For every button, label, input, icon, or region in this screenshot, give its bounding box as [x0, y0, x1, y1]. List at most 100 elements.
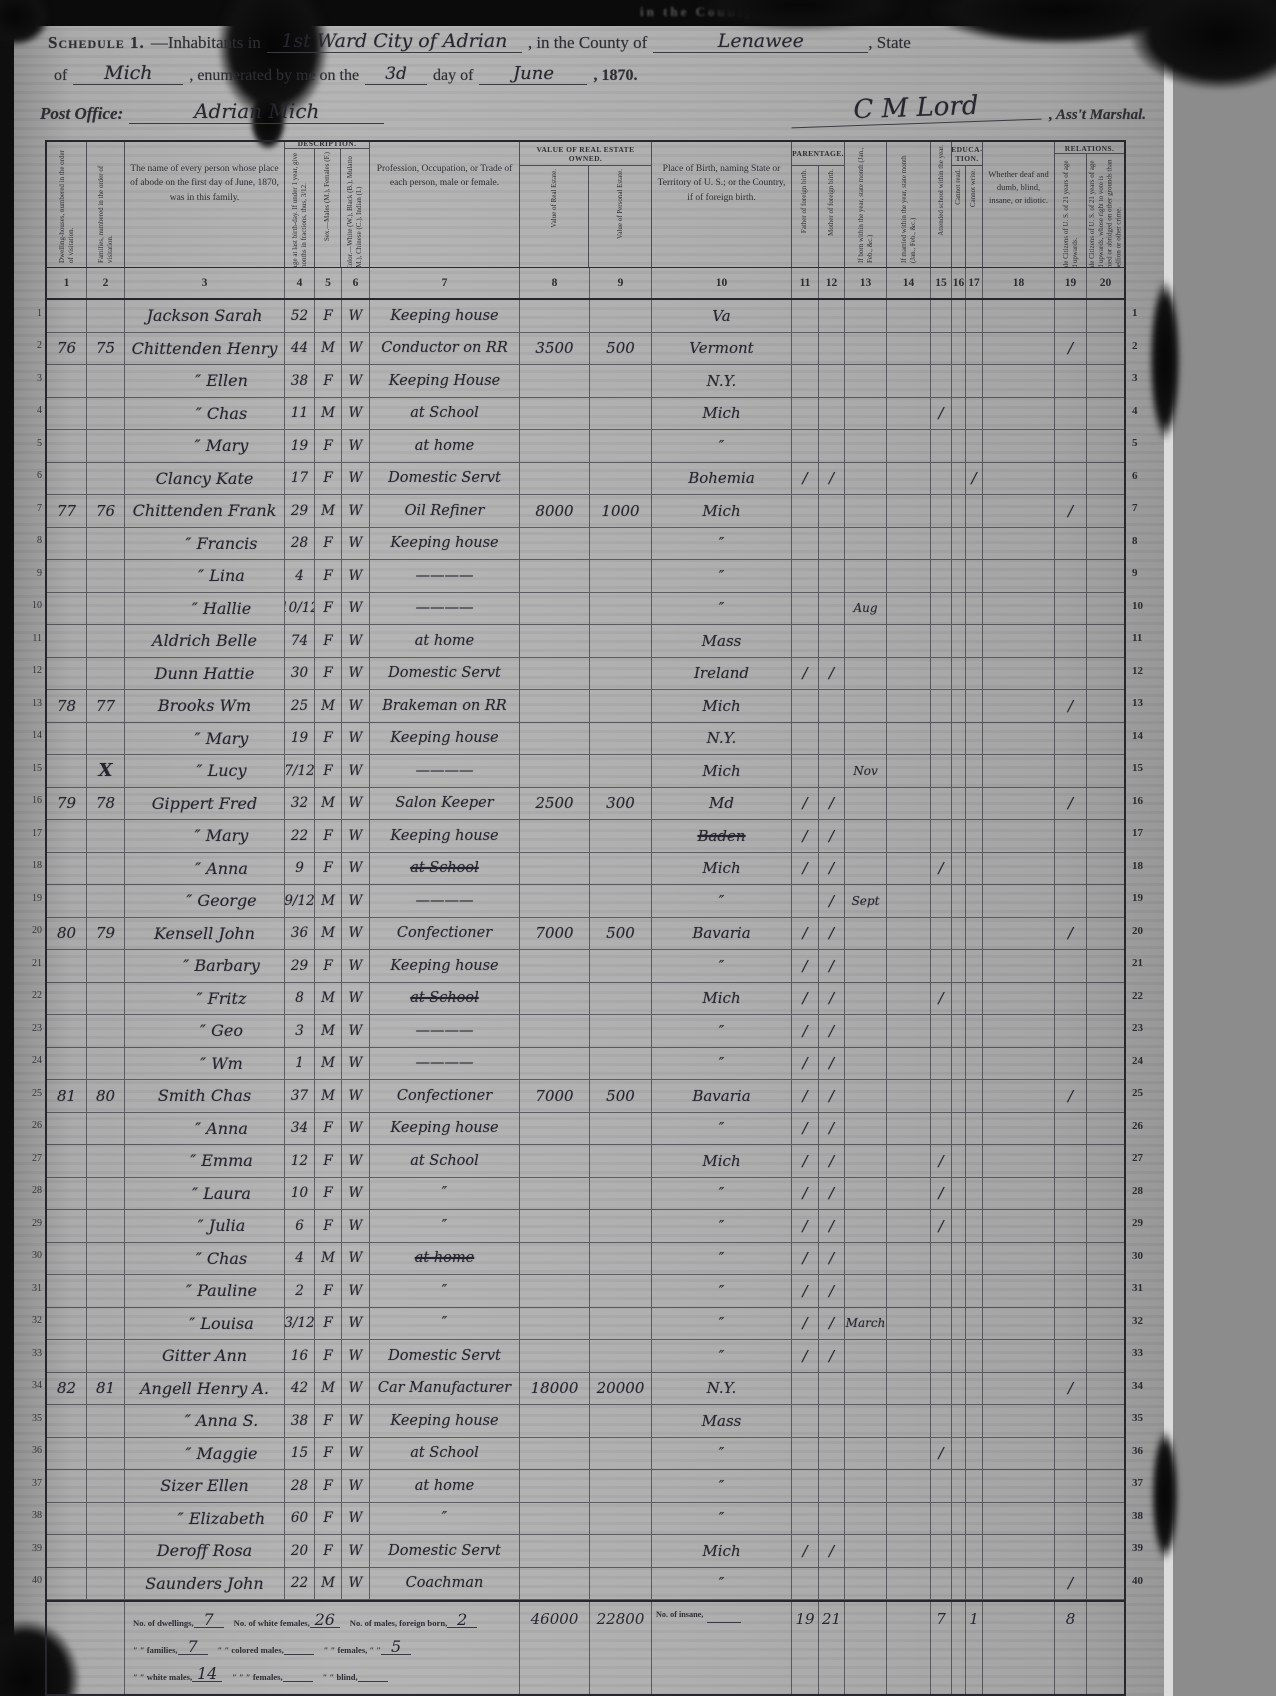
- cell-sx: F: [315, 950, 342, 982]
- row-number: 17: [1132, 827, 1143, 840]
- cell-text: 78: [56, 696, 77, 715]
- cell-dw: 82: [47, 1372, 87, 1404]
- cell-pe: 300: [590, 787, 652, 819]
- cell-f: [792, 332, 819, 364]
- cell-text: ″: [718, 1444, 725, 1463]
- cell-text: M: [321, 795, 335, 812]
- cell-text: Car Manufacturer: [377, 1380, 512, 1397]
- cell-text: /: [802, 859, 808, 878]
- cell-v: [1055, 820, 1087, 852]
- cell-oc: Keeping house: [370, 300, 520, 332]
- cell-cw: [966, 1437, 983, 1469]
- cell-df: [983, 625, 1055, 657]
- cell-bp: Mich: [652, 690, 792, 722]
- cell-cw: [966, 1242, 983, 1274]
- row-number: 39: [32, 1542, 42, 1554]
- cell-x20: [1087, 1113, 1124, 1145]
- cell-bn: [845, 1372, 887, 1404]
- cell-sx: M: [315, 982, 342, 1014]
- cell-text: X: [98, 760, 113, 782]
- cell-ag: 22: [285, 820, 315, 852]
- cell-ag: 22: [285, 1567, 315, 1599]
- cell-bp: ″: [652, 1502, 792, 1534]
- cell-bn: [845, 1080, 887, 1112]
- place-value: 1st Ward City of Adrian: [266, 30, 522, 53]
- cell-x20: [1087, 1470, 1124, 1502]
- cell-text: ————: [415, 762, 474, 779]
- cell-text: 25: [290, 697, 309, 714]
- cell-bn: [845, 527, 887, 559]
- cell-text: 22: [290, 827, 309, 844]
- cell-re: [520, 462, 590, 494]
- cell-cr: [952, 300, 966, 332]
- row-number: 12: [1132, 664, 1143, 677]
- cell-ag: 38: [285, 1405, 315, 1437]
- col-caption-month-born: If born within the year, state month (Ja…: [845, 142, 887, 267]
- cell-v: [1055, 1047, 1087, 1079]
- cell-fm: [87, 820, 125, 852]
- cell-pe: [590, 982, 652, 1014]
- cell-fm: [87, 592, 125, 624]
- cell-pe: [590, 1502, 652, 1534]
- cell-sc: /: [931, 1437, 952, 1469]
- row-number: 4: [1132, 404, 1138, 417]
- cell-text: W: [348, 1315, 363, 1332]
- cell-m: [819, 1567, 845, 1599]
- cell-pe: [590, 397, 652, 429]
- col-number: 16: [952, 268, 966, 298]
- cell-text: 3500: [535, 339, 574, 358]
- cell-bn: [845, 1210, 887, 1242]
- cell-text: ″ Anna: [195, 1118, 248, 1138]
- col-caption-name: The name of every person whose place of …: [125, 142, 285, 267]
- cell-bp: ″: [652, 592, 792, 624]
- cell-text: /: [828, 794, 835, 813]
- table-footer: No. of dwellings, 7 No. of white females,…: [47, 1600, 1124, 1694]
- cell-oc: ″: [370, 1307, 520, 1339]
- cell-nm: Angell Henry A.: [125, 1372, 285, 1404]
- cell-text: 19: [290, 437, 309, 454]
- cell-cr: [952, 1047, 966, 1079]
- cell-nm: Chittenden Henry: [125, 332, 285, 364]
- cell-text: W: [348, 372, 363, 389]
- cell-mr: [887, 1502, 931, 1534]
- cell-nm: Clancy Kate: [125, 462, 285, 494]
- cell-fm: [87, 1242, 125, 1274]
- cell-df: [983, 1145, 1055, 1177]
- row-number: 10: [1132, 599, 1143, 612]
- cell-cr: [952, 885, 966, 917]
- cell-df: [983, 1015, 1055, 1047]
- cell-cr: [952, 917, 966, 949]
- cell-bp: Mich: [652, 1535, 792, 1567]
- cell-re: [520, 1437, 590, 1469]
- cell-text: M: [321, 340, 335, 357]
- row-number: 40: [32, 1575, 42, 1587]
- cell-oc: Conductor on RR: [370, 332, 520, 364]
- cell-f: /: [792, 657, 819, 689]
- cell-text: W: [348, 1250, 363, 1267]
- cell-text: /: [802, 794, 808, 813]
- cell-text: Confectioner: [396, 925, 493, 942]
- cell-oc: ″: [370, 1177, 520, 1209]
- cell-text: 38: [290, 372, 309, 389]
- cell-text: F: [323, 1185, 333, 1202]
- cell-text: Mich: [702, 859, 741, 878]
- caption-text: Sex.—Males (M.), Females (F.): [323, 152, 332, 242]
- cell-f: /: [792, 1145, 819, 1177]
- footer-value: 5: [381, 1639, 412, 1655]
- cell-text: ″ Barbary: [183, 956, 260, 976]
- cell-df: [983, 690, 1055, 722]
- cell-cl: W: [342, 1145, 370, 1177]
- cell-cr: [952, 1015, 966, 1047]
- column-number-row: 1 2 3 4 5 6 7 8 9 10 11 12 13 14 15 16 1…: [47, 268, 1124, 300]
- cell-text: 75: [95, 339, 116, 358]
- cell-x20: [1087, 1340, 1124, 1372]
- cell-bp: Mich: [652, 495, 792, 527]
- row-number: 32: [1132, 1314, 1143, 1327]
- cell-text: M: [321, 1087, 335, 1104]
- cell-sc: [931, 1405, 952, 1437]
- cell-oc: at School: [370, 1437, 520, 1469]
- cell-v: /: [1055, 495, 1087, 527]
- col-caption-mother-foreign: Mother of foreign birth.: [819, 166, 845, 267]
- cell-text: Clancy Kate: [155, 468, 254, 488]
